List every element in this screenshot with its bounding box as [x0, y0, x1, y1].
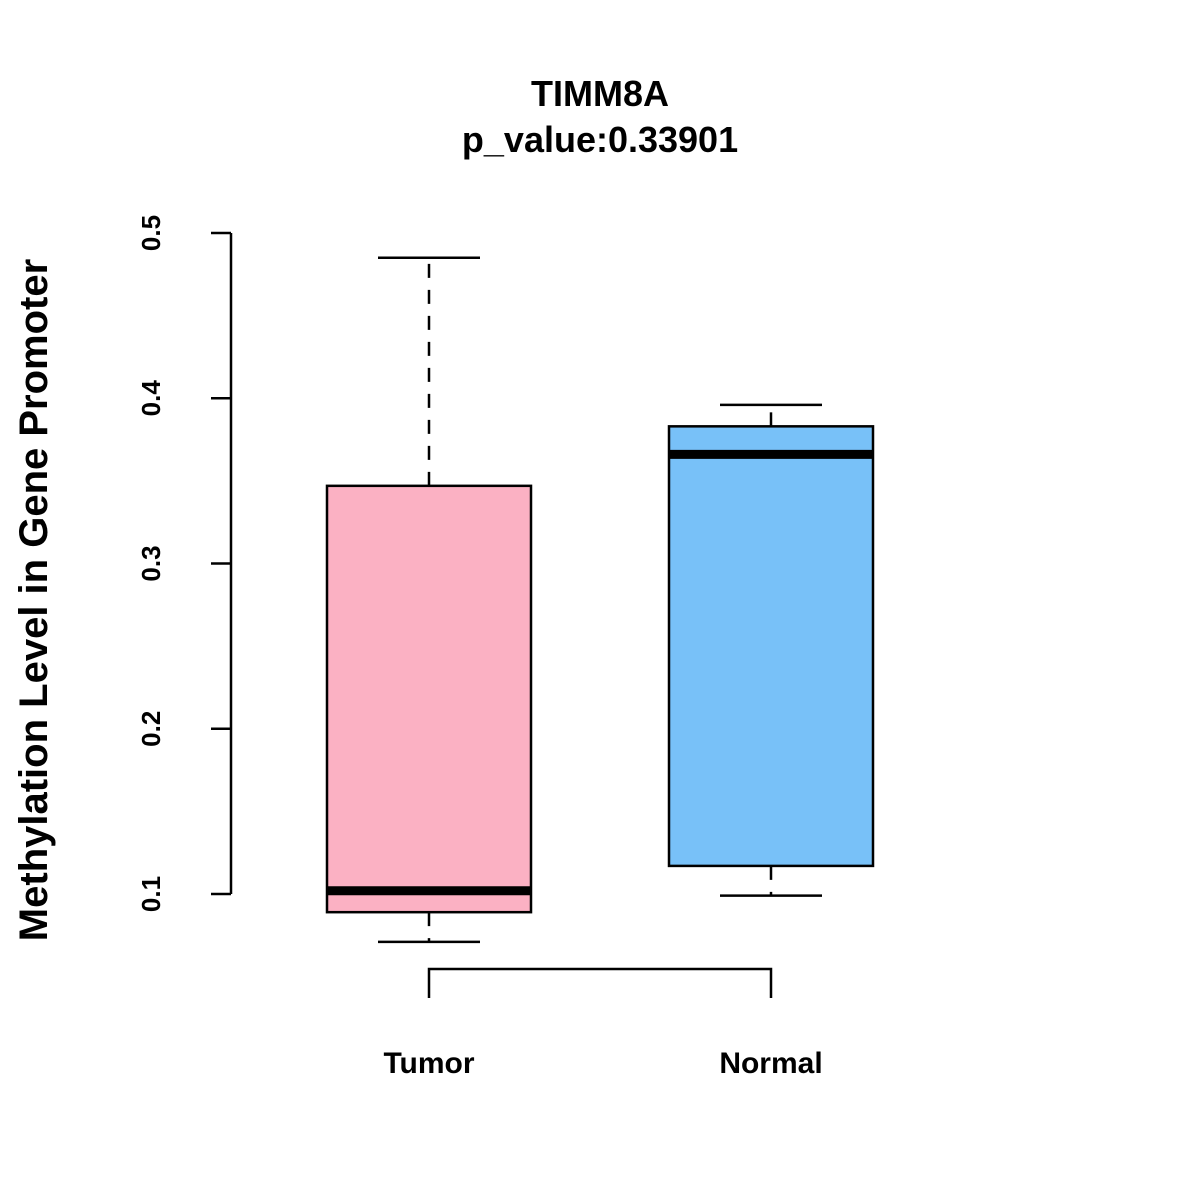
chart-subtitle: p_value:0.33901	[462, 119, 738, 160]
y-axis: 0.1 0.2 0.3 0.4 0.5	[136, 215, 233, 912]
bracket-line	[427, 967, 773, 998]
boxes-group	[325, 256, 875, 944]
box-iqr	[667, 425, 875, 868]
y-tick-label: 0.4	[136, 380, 166, 417]
box-tumor	[325, 256, 533, 944]
y-tick-label: 0.3	[136, 545, 166, 581]
box-normal	[667, 403, 875, 897]
y-axis-label: Methylation Level in Gene Promoter	[12, 259, 56, 941]
comparison-bracket	[427, 967, 773, 998]
chart-title: TIMM8A	[531, 73, 669, 114]
y-tick-label: 0.1	[136, 876, 166, 912]
x-category-label: Tumor	[383, 1047, 474, 1080]
x-axis-labels: Tumor Normal	[383, 1047, 822, 1080]
y-tick-label: 0.5	[136, 215, 166, 251]
box-iqr	[325, 484, 533, 914]
x-category-label: Normal	[719, 1047, 822, 1080]
y-tick-label: 0.2	[136, 711, 166, 747]
